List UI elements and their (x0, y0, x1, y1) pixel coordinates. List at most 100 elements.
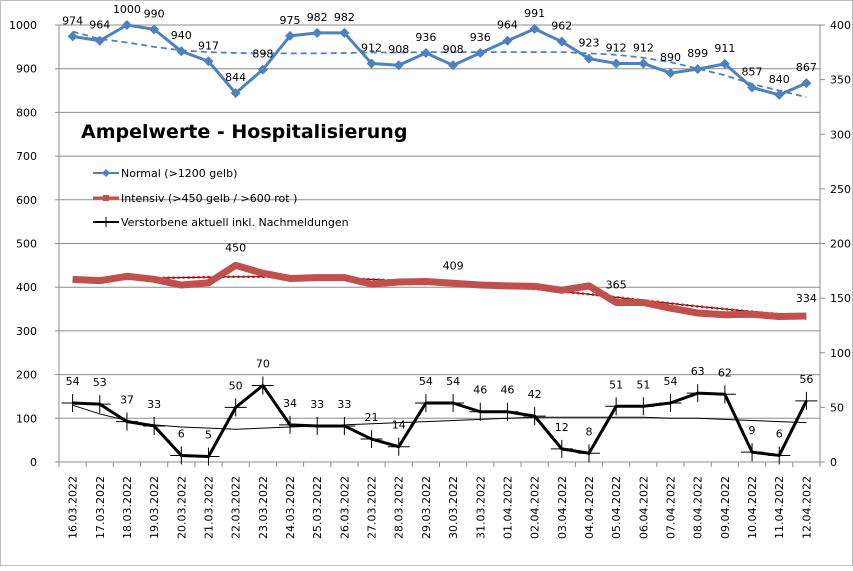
right-tick-label: 100 (830, 347, 851, 360)
x-tick-label: 09.04.2022 (719, 476, 732, 539)
data-point-verstorbene (686, 384, 709, 403)
left-tick-label: 0 (30, 456, 37, 469)
x-tick-label: 06.04.2022 (637, 476, 650, 539)
data-point-verstorbene (523, 407, 546, 426)
data-label-normal: 923 (578, 37, 599, 50)
data-point-verstorbene (197, 447, 220, 466)
left-tick-label: 900 (16, 63, 37, 76)
data-label-verstorbene: 54 (446, 375, 460, 388)
data-point-normal (638, 58, 649, 69)
data-point-normal (176, 46, 187, 57)
data-point-normal (149, 24, 160, 35)
data-label-normal: 991 (524, 7, 545, 20)
data-point-normal (801, 78, 812, 89)
data-point-verstorbene (496, 402, 519, 421)
x-tick-label: 18.03.2022 (121, 476, 134, 539)
axes: 0 100 200 300 400 500 600 700 800 900 1000 0 50 100 15… (9, 19, 851, 469)
x-tick-label: 11.04.2022 (773, 476, 786, 539)
data-point-normal (230, 88, 241, 99)
left-tick-label: 600 (16, 194, 37, 207)
data-label-normal: 917 (198, 39, 219, 52)
left-tick-label: 200 (16, 369, 37, 382)
right-tick-label: 200 (830, 238, 851, 251)
data-label-verstorbene: 50 (229, 379, 243, 392)
left-tick-label: 800 (16, 106, 37, 119)
data-label-verstorbene: 34 (283, 397, 297, 410)
left-tick-label: 400 (16, 281, 37, 294)
data-label-normal: 936 (415, 31, 436, 44)
data-label-verstorbene: 70 (256, 358, 270, 371)
data-point-verstorbene (550, 439, 573, 458)
data-label-verstorbene: 33 (147, 398, 161, 411)
data-point-verstorbene (224, 398, 247, 417)
data-label-verstorbene: 8 (585, 425, 592, 438)
x-tick-label: 27.03.2022 (366, 476, 379, 539)
data-label-verstorbene: 51 (636, 378, 650, 391)
data-point-normal (257, 64, 268, 75)
x-tick-labels: 16.03.2022 17.03.2022 18.03.2022 19.03.2022… (67, 476, 814, 539)
x-tick-label: 29.03.2022 (420, 476, 433, 539)
data-label-normal: 974 (62, 14, 83, 27)
data-point-verstorbene (605, 397, 628, 416)
x-tick-label: 10.04.2022 (746, 476, 759, 539)
data-label-normal: 982 (334, 11, 355, 24)
data-point-verstorbene (713, 385, 736, 404)
right-tick-label: 150 (830, 292, 851, 305)
data-label-verstorbene: 33 (310, 398, 324, 411)
data-label-normal: 912 (361, 41, 382, 54)
series-markers (61, 20, 818, 466)
data-point-normal (747, 82, 758, 93)
legend-item-normal: Normal (>1200 gelb) (93, 167, 237, 180)
data-point-normal (611, 58, 622, 69)
x-tick-label: 01.04.2022 (501, 476, 514, 539)
data-label-verstorbene: 6 (776, 427, 783, 440)
data-label-verstorbene: 33 (337, 398, 351, 411)
data-point-normal (475, 47, 486, 58)
data-label-normal: 962 (551, 20, 572, 33)
data-label-intensiv: 334 (796, 292, 817, 305)
data-point-normal (121, 20, 132, 30)
data-point-verstorbene (306, 416, 329, 435)
data-label-verstorbene: 56 (799, 373, 813, 386)
right-tick-label: 350 (830, 74, 851, 87)
data-label-verstorbene: 14 (392, 419, 406, 432)
series-line-normal (72, 23, 808, 97)
x-tick-label: 19.03.2022 (148, 476, 161, 539)
legend-item-verstorbene: Verstorbene aktuell inkl. Nachmeldungen (93, 216, 349, 229)
data-point-verstorbene (170, 446, 193, 465)
data-label-normal: 867 (796, 61, 817, 74)
legend-label: Verstorbene aktuell inkl. Nachmeldungen (121, 216, 349, 229)
legend-marker-diamond (102, 169, 110, 177)
data-label-normal: 899 (687, 47, 708, 60)
data-point-normal (774, 89, 785, 100)
data-point-verstorbene (442, 394, 465, 413)
data-label-normal: 911 (714, 42, 735, 55)
data-label-verstorbene: 53 (93, 376, 107, 389)
left-tick-label: 100 (16, 412, 37, 425)
data-label-normal: 912 (606, 41, 627, 54)
data-point-normal (393, 60, 404, 71)
data-point-normal (67, 31, 78, 42)
x-tick-label: 22.03.2022 (230, 476, 243, 539)
data-label-intensiv: 365 (606, 278, 627, 291)
data-point-normal (339, 27, 350, 38)
data-label-normal: 964 (89, 19, 110, 32)
data-point-normal (420, 47, 431, 58)
data-label-normal: 964 (497, 19, 518, 32)
data-point-verstorbene (251, 376, 274, 395)
data-label-normal: 890 (660, 51, 681, 64)
right-tick-label: 250 (830, 183, 851, 196)
data-point-normal (692, 64, 703, 75)
right-tick-label: 400 (830, 19, 851, 32)
data-point-verstorbene (577, 444, 600, 463)
x-tick-label: 17.03.2022 (94, 476, 107, 539)
data-label-verstorbene: 46 (500, 384, 514, 397)
data-label-verstorbene: 9 (749, 424, 756, 437)
data-label-normal: 982 (307, 11, 328, 24)
data-point-verstorbene (414, 394, 437, 413)
data-point-verstorbene (279, 415, 302, 434)
right-tick-label: 300 (830, 128, 851, 141)
x-tick-label: 16.03.2022 (67, 476, 80, 539)
